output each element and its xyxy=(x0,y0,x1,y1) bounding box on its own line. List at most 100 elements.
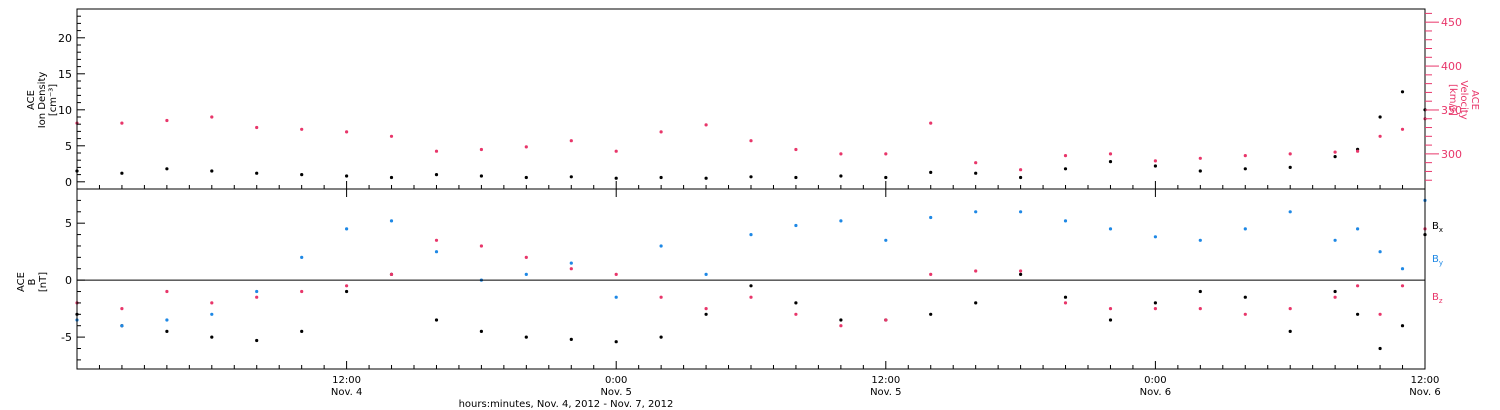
b-by-point xyxy=(884,238,888,242)
velocity-point xyxy=(1019,168,1023,172)
ion-density-point xyxy=(479,174,483,178)
b-bx-point xyxy=(569,337,573,341)
b-bz-point xyxy=(974,269,978,273)
b-by-point xyxy=(929,215,933,220)
b-bx-point xyxy=(1288,329,1292,333)
legend: Bx By Bz xyxy=(1432,221,1443,305)
top-right-tick-label: 300 xyxy=(1441,148,1462,161)
b-bz-point xyxy=(794,312,798,316)
ion-density-point xyxy=(1400,90,1405,94)
x-tick-time-label: 0:00 xyxy=(605,375,627,386)
b-bz-point xyxy=(1400,284,1405,288)
b-by-point xyxy=(300,255,304,259)
top-panel: 0 5 10 15 20 300 350 400 450 ACE Ion Density [c… xyxy=(26,8,1480,190)
b-bx-point xyxy=(929,312,933,316)
b-bz-point xyxy=(120,307,124,311)
top-left-tick-label: 0 xyxy=(65,176,72,189)
b-by-point xyxy=(1198,238,1202,242)
b-bx-point xyxy=(255,338,259,343)
legend-bz-label: B xyxy=(1432,292,1439,303)
b-bz-point xyxy=(165,289,169,294)
b-bx-point xyxy=(1378,346,1382,351)
x-axis-title: hours:minutes, Nov. 4, 2012 - Nov. 7, 20… xyxy=(459,399,674,410)
b-bz-point xyxy=(659,295,663,299)
velocity-point xyxy=(1400,127,1405,131)
velocity-point xyxy=(210,115,214,119)
b-bx-point xyxy=(1019,272,1023,276)
ion-density-point xyxy=(1378,115,1382,119)
x-tick-date-label: Nov. 5 xyxy=(870,387,901,398)
velocity-point xyxy=(884,152,888,156)
ion-density-point xyxy=(1243,167,1247,171)
b-by-point xyxy=(974,210,978,214)
b-by-point xyxy=(704,272,708,276)
b-bz-point xyxy=(434,238,439,242)
b-bx-point xyxy=(1333,289,1337,294)
b-by-point xyxy=(1356,227,1360,231)
velocity-point xyxy=(345,130,349,134)
b-bz-point xyxy=(704,307,708,311)
ion-density-point xyxy=(434,173,439,177)
top-right-axis: 300 350 400 450 xyxy=(1425,12,1462,181)
ion-density-point xyxy=(929,170,933,174)
ion-density-point xyxy=(1288,165,1292,169)
bottom-left-tick-label: 0 xyxy=(65,274,72,287)
b-bz-point xyxy=(300,289,304,294)
b-by-point xyxy=(659,244,663,248)
bottom-ylabel-line3: [nT] xyxy=(38,272,49,292)
b-by-point xyxy=(1063,219,1068,223)
ion-density-point xyxy=(210,169,214,173)
ion-density-point xyxy=(120,171,124,175)
b-bz-point xyxy=(1108,307,1113,311)
velocity-point xyxy=(1333,150,1337,154)
bottom-left-axis: -5 0 5 xyxy=(61,199,85,361)
b-bz-point xyxy=(1288,307,1292,311)
top-right-ylabel: ACE Velocity [km/s] xyxy=(1447,80,1480,119)
top-panel-data-points xyxy=(75,90,1427,180)
b-by-point xyxy=(569,261,573,265)
velocity-point xyxy=(614,149,618,153)
velocity-point xyxy=(794,147,798,152)
b-bz-point xyxy=(210,301,214,305)
velocity-point xyxy=(524,145,528,149)
b-bz-point xyxy=(345,284,349,288)
ion-density-point xyxy=(569,175,573,179)
b-bx-point xyxy=(839,318,843,322)
b-by-point xyxy=(345,227,349,231)
ion-density-point xyxy=(1198,169,1202,173)
x-tick-date-label: Nov. 4 xyxy=(331,387,362,398)
velocity-point xyxy=(1356,149,1360,153)
velocity-point xyxy=(165,118,169,123)
b-bz-point xyxy=(1378,312,1382,316)
b-bz-point xyxy=(1198,307,1202,311)
velocity-point xyxy=(300,127,304,131)
b-bz-point xyxy=(524,255,528,259)
legend-bx-sub: x xyxy=(1439,226,1443,234)
ion-density-point xyxy=(1333,155,1337,159)
b-bx-point xyxy=(1063,295,1068,299)
b-bx-point xyxy=(165,329,169,333)
velocity-point xyxy=(749,139,753,143)
b-by-point xyxy=(1400,267,1405,271)
ion-density-point xyxy=(884,175,888,180)
bottom-ylabel-line1: ACE xyxy=(16,272,27,292)
ion-density-point xyxy=(255,171,259,175)
b-bz-point xyxy=(839,324,843,328)
top-right-ylabel-line2: Velocity xyxy=(1458,80,1469,119)
velocity-point xyxy=(704,123,708,127)
top-right-ylabel-line1: ACE xyxy=(1469,90,1480,110)
b-bx-point xyxy=(300,329,304,333)
ion-density-point xyxy=(389,175,394,180)
b-bx-point xyxy=(974,301,978,305)
ion-density-point xyxy=(300,173,304,177)
top-left-ylabel-line2: Ion Density xyxy=(37,72,48,129)
b-bz-point xyxy=(389,272,394,276)
ion-density-point xyxy=(704,176,708,180)
ion-density-point xyxy=(1019,175,1023,180)
x-tick-date-label: Nov. 6 xyxy=(1140,387,1171,398)
top-left-ylabel-line1: ACE xyxy=(26,90,37,110)
b-by-point xyxy=(1243,227,1247,231)
b-by-point xyxy=(120,324,124,328)
